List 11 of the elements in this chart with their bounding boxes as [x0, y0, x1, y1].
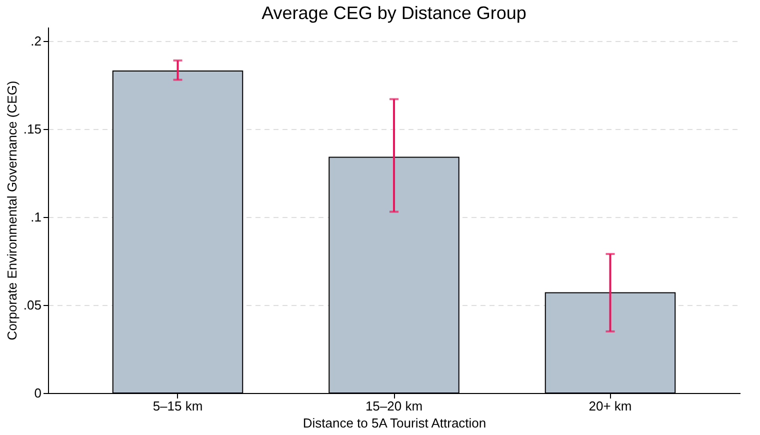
y-axis-title: Corporate Environmental Governance (CEG): [4, 80, 20, 340]
y-tick-label: .1: [30, 210, 42, 225]
y-tick-label: 0: [34, 386, 42, 400]
chart-title: Average CEG by Distance Group: [262, 3, 526, 23]
x-tick-label: 15–20 km: [365, 398, 423, 414]
x-tick-label: 5–15 km: [152, 398, 203, 414]
y-tick-label: .05: [23, 298, 42, 313]
y-tick-label: .2: [30, 34, 42, 49]
y-tick-label: .15: [23, 122, 42, 137]
x-tick-label: 20+ km: [588, 398, 632, 414]
x-axis-title: Distance to 5A Tourist Attraction: [302, 416, 486, 430]
